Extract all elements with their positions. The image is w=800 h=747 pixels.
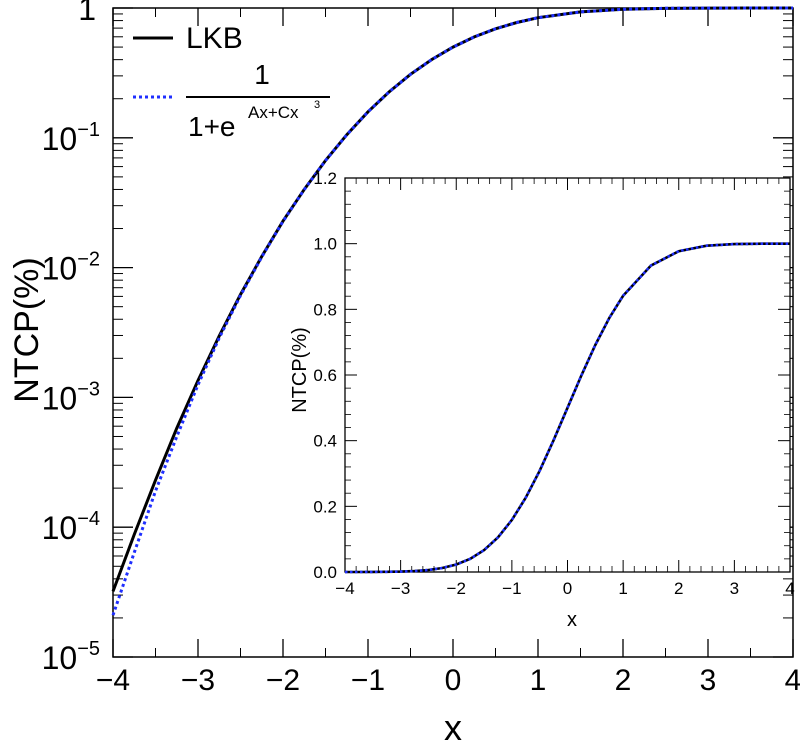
main-y-tick-exponent: −3 xyxy=(77,378,100,400)
inset-y-tick-label: 0.4 xyxy=(313,432,337,451)
main-y-tick-base: 10 xyxy=(42,380,78,416)
legend-logistic-denominator: 1+e xyxy=(188,111,236,142)
main-plot: −4 −3 −2 −1 0 1 2 3 410−510−410−310−210−11xNTCP(… xyxy=(8,0,800,747)
inset-plot: −4 −3 −2 −1 0 1 2 3 4 0.0 0.2 0.4 0.6 0.8 1.0 1.2 x NTCP(… xyxy=(289,169,795,631)
main-x-axis-title: x xyxy=(444,707,462,747)
main-x-tick-label: −3 xyxy=(181,664,215,697)
main-x-tick-label: −1 xyxy=(351,664,385,697)
main-y-tick-base: 10 xyxy=(42,251,78,287)
main-y-tick-label: 10−5 xyxy=(42,638,100,676)
main-y-tick-label: 10−4 xyxy=(42,508,100,546)
inset-x-axis-title: x xyxy=(567,609,577,631)
inset-y-axis-title: NTCP(%) xyxy=(289,327,311,413)
inset-x-tick-label: −3 xyxy=(391,579,410,598)
main-y-tick-label: 10−2 xyxy=(42,249,100,287)
inset-x-tick-label: −2 xyxy=(447,579,466,598)
legend-logistic-exponent-power: 3 xyxy=(314,99,320,111)
inset-x-tick-label: 0 xyxy=(563,579,572,598)
main-y-tick-exponent: −4 xyxy=(77,508,100,530)
main-x-tick-label: 1 xyxy=(530,664,547,697)
legend: LKB 1 1+e Ax+Cx 3 xyxy=(133,22,330,142)
legend-lkb-label: LKB xyxy=(186,22,243,55)
inset-y-tick-label: 0.6 xyxy=(313,366,337,385)
inset-y-tick-label: 0.2 xyxy=(313,497,337,516)
inset-y-tick-label: 0.8 xyxy=(313,300,337,319)
main-y-tick-base: 10 xyxy=(42,121,78,157)
main-x-tick-label: 2 xyxy=(615,664,632,697)
legend-logistic-numerator: 1 xyxy=(254,59,270,90)
inset-x-tick-label: 4 xyxy=(785,579,794,598)
inset-x-tick-label: −1 xyxy=(502,579,521,598)
main-y-axis-title: NTCP(%) xyxy=(8,257,46,402)
inset-plot-frame xyxy=(344,177,791,573)
main-x-tick-label: −2 xyxy=(266,664,300,697)
main-y-tick-exponent: −1 xyxy=(77,119,100,141)
main-y-tick-exponent: −2 xyxy=(77,249,100,271)
main-x-tick-label: 4 xyxy=(785,664,800,697)
inset-x-tick-label: 2 xyxy=(674,579,683,598)
inset-y-tick-label: 1.0 xyxy=(313,235,337,254)
inset-y-tick-label: 0.0 xyxy=(313,563,337,582)
main-x-tick-label: 0 xyxy=(445,664,462,697)
inset-y-tick-label: 1.2 xyxy=(313,169,337,188)
main-x-tick-label: 3 xyxy=(700,664,717,697)
inset-x-tick-label: 1 xyxy=(618,579,627,598)
legend-logistic-exponent: Ax+Cx xyxy=(248,103,299,122)
main-y-tick-label: 10−3 xyxy=(42,378,100,416)
main-y-tick-label: 10−1 xyxy=(42,119,100,157)
main-y-tick-exponent: −5 xyxy=(77,638,100,660)
main-y-tick-label: 1 xyxy=(78,0,96,27)
inset-x-tick-label: 3 xyxy=(730,579,739,598)
inset-series-logistic-line xyxy=(345,242,790,574)
main-x-tick-label: −4 xyxy=(96,664,130,697)
main-y-tick-base: 10 xyxy=(42,640,78,676)
main-y-tick-base: 10 xyxy=(42,510,78,546)
inset-x-tick-label: −4 xyxy=(335,579,354,598)
